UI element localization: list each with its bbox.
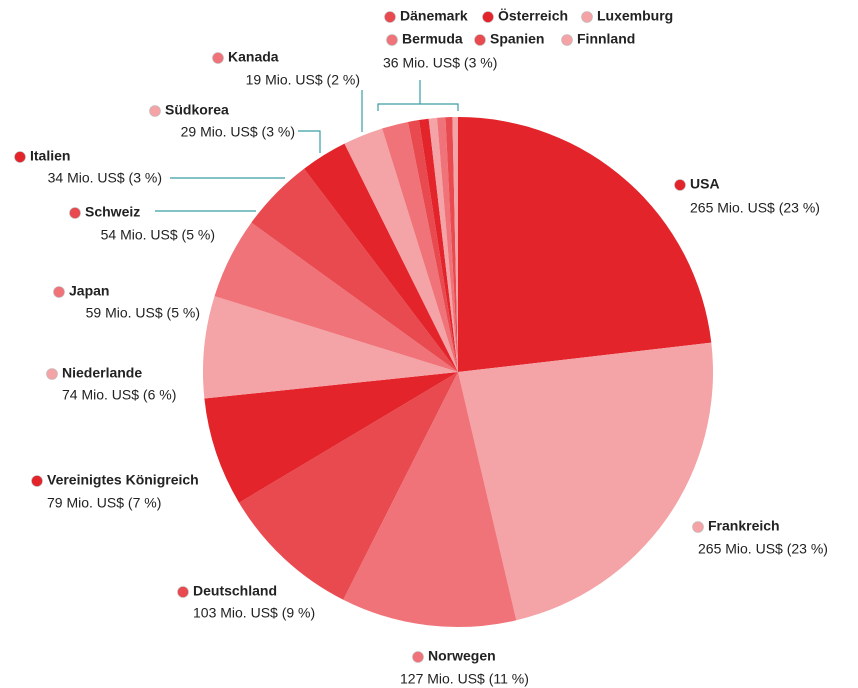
pie-slice (428, 117, 458, 373)
slice-value-label: 103 Mio. US$ (9 %) (193, 605, 315, 621)
slice-name: Südkorea (165, 102, 229, 118)
slice-name: Österreich (498, 8, 568, 24)
slice-name: Japan (69, 283, 109, 299)
flag-icon (69, 207, 81, 219)
slice-name: Italien (30, 148, 70, 164)
pie-slice (239, 372, 458, 600)
slice-name: Frankreich (708, 518, 780, 534)
slice-value-label: 19 Mio. US$ (2 %) (246, 72, 360, 88)
flag-icon (53, 286, 65, 298)
pie-slice (204, 372, 458, 503)
leader-line (298, 130, 321, 153)
pie-slice (344, 128, 458, 372)
pie-slice (437, 117, 458, 373)
slice-name: Bermuda (402, 31, 463, 47)
slice-name: Deutschland (193, 583, 277, 599)
flag-icon (212, 52, 224, 64)
pie-slice (407, 120, 458, 372)
pie-slice (458, 342, 714, 621)
flag-icon (674, 179, 686, 191)
slice-name: Dänemark (400, 8, 468, 24)
slice-value-label: 54 Mio. US$ (5 %) (101, 227, 215, 243)
flag-icon (482, 11, 494, 23)
flag-icon (561, 34, 573, 46)
slice-value-label: 74 Mio. US$ (6 %) (62, 387, 176, 403)
pie-slice (343, 372, 517, 627)
slice-name: Finnland (577, 31, 635, 47)
flag-icon (149, 105, 161, 117)
pie-slice (214, 222, 458, 372)
slice-name: Niederlande (62, 365, 142, 381)
pie-slice (203, 296, 458, 399)
slice-value-label: 34 Mio. US$ (3 %) (48, 170, 162, 186)
leader-lines (155, 90, 363, 212)
slice-value-label: 265 Mio. US$ (23 %) (698, 541, 828, 557)
slice-value-label: 79 Mio. US$ (7 %) (47, 495, 161, 511)
flag-icon (46, 368, 58, 380)
flag-icon (177, 586, 189, 598)
pie (203, 117, 714, 627)
slice-name: Luxemburg (597, 8, 673, 24)
pie-slice (452, 117, 458, 372)
slice-name: Spanien (490, 31, 544, 47)
labels: USA 265 Mio. US$ (23 %) Frankreich 265 Mio.… (14, 8, 828, 687)
pie-slice (251, 168, 458, 372)
flag-icon (31, 475, 43, 487)
flag-icon (581, 11, 593, 23)
slice-value-label: 265 Mio. US$ (23 %) (690, 200, 820, 216)
slice-value-label: 29 Mio. US$ (3 %) (181, 124, 295, 140)
slice-value-label: 36 Mio. US$ (3 %) (383, 55, 497, 71)
slice-value-label: 127 Mio. US$ (11 %) (400, 671, 529, 687)
group-bracket (377, 80, 459, 111)
flag-icon (692, 521, 704, 533)
pie-slice (458, 117, 712, 372)
slice-name: Schweiz (85, 204, 140, 220)
slice-name: Vereinigtes Königreich (47, 472, 199, 488)
flag-icon (384, 11, 396, 23)
slice-name: Kanada (228, 49, 279, 65)
flag-icon (14, 151, 26, 163)
slice-name: Norwegen (428, 648, 496, 664)
pie-slice (382, 121, 458, 373)
pie-slice (304, 143, 458, 372)
slice-name: USA (690, 176, 720, 192)
flag-icon (386, 34, 398, 46)
slice-value-label: 59 Mio. US$ (5 %) (86, 305, 200, 321)
pie-slice (445, 117, 458, 373)
flag-icon (474, 34, 486, 46)
pie-slice (418, 118, 458, 372)
flag-icon (412, 651, 424, 663)
